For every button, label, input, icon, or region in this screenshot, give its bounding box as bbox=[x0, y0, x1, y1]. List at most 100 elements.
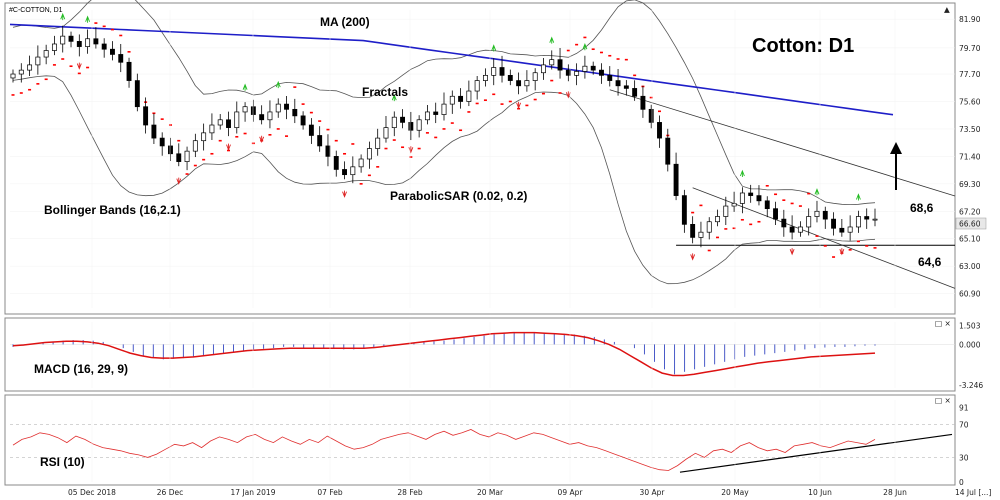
candle-body bbox=[342, 169, 347, 176]
fractal-down-arrow bbox=[76, 62, 82, 70]
psar-dot bbox=[533, 98, 537, 101]
psar-dot bbox=[583, 36, 587, 39]
candle-body bbox=[847, 226, 853, 233]
price-panel-menu-icon[interactable]: ▲ bbox=[944, 5, 950, 14]
fractal-up-arrow bbox=[582, 42, 588, 51]
candle-body bbox=[375, 137, 381, 149]
macd-tick-label: -3.246 bbox=[959, 381, 983, 390]
rsi-panel-controls-icon[interactable]: □ × bbox=[935, 396, 951, 405]
candle-body bbox=[126, 61, 132, 81]
psar-dot bbox=[28, 88, 32, 91]
candle-body bbox=[648, 108, 654, 123]
macd-indicator: 1.503 0.000 -3.246 bbox=[10, 322, 983, 390]
candle-body bbox=[855, 216, 861, 228]
psar-dot bbox=[475, 102, 479, 105]
ma200-line bbox=[9, 23, 894, 116]
candle-body bbox=[731, 203, 737, 207]
candle-body bbox=[839, 227, 845, 233]
psar-dot bbox=[318, 120, 322, 122]
candle-body bbox=[317, 135, 323, 147]
candle-body bbox=[524, 80, 530, 87]
bollinger-label: Bollinger Bands (16,2.1) bbox=[44, 203, 181, 217]
psar-dot bbox=[798, 205, 802, 207]
candle-body bbox=[391, 116, 397, 128]
x-tick-label: 28 Feb bbox=[397, 488, 422, 497]
bollinger-upper bbox=[12, 0, 876, 206]
psar-dot bbox=[152, 112, 156, 115]
psar-dot bbox=[500, 103, 504, 105]
x-tick-label: 26 Dec bbox=[157, 488, 183, 497]
candle-body bbox=[715, 216, 720, 223]
candle-body bbox=[358, 158, 364, 168]
psar-dot bbox=[434, 136, 438, 139]
psar-dot bbox=[608, 54, 612, 57]
x-tick-label: 28 Jun bbox=[883, 488, 907, 497]
x-tick-label: 14 Jul [...] bbox=[955, 488, 991, 497]
candle-body bbox=[814, 210, 820, 217]
up-arrow-head bbox=[890, 142, 902, 154]
rsi-tick-label: 91 bbox=[959, 403, 969, 412]
candle-body bbox=[773, 208, 778, 220]
fractal-down-arrow bbox=[690, 253, 696, 261]
candle-body bbox=[806, 216, 812, 228]
x-tick-label: 05 Dec 2018 bbox=[68, 488, 116, 497]
psar-dot bbox=[790, 202, 794, 205]
macd-tick-label: 1.503 bbox=[959, 322, 981, 331]
candle-body bbox=[68, 35, 74, 42]
psar-dot bbox=[865, 245, 869, 247]
candle-body bbox=[449, 95, 455, 105]
psar-dot bbox=[301, 103, 305, 105]
fractals-label: Fractals bbox=[362, 85, 408, 99]
current-price-label: 66.60 bbox=[959, 220, 981, 229]
psar-dot bbox=[119, 34, 123, 37]
price-tick-label: 81.90 bbox=[959, 15, 981, 24]
candle-body bbox=[76, 41, 82, 47]
psar-dot bbox=[492, 93, 496, 96]
candle-body bbox=[118, 54, 124, 63]
candle-body bbox=[85, 38, 91, 47]
candle-body bbox=[383, 127, 389, 139]
psar-dot bbox=[160, 118, 164, 120]
psar-dot bbox=[168, 124, 172, 126]
candle-body bbox=[582, 65, 588, 72]
psar-dot bbox=[558, 92, 562, 94]
candle-body bbox=[350, 166, 356, 176]
candle-body bbox=[665, 137, 671, 165]
candle-body bbox=[574, 71, 580, 76]
x-axis: 05 Dec 2018 26 Dec 17 Jan 2019 07 Feb 28 Feb… bbox=[68, 10, 991, 497]
candle-body bbox=[217, 119, 223, 126]
x-tick-label: 10 Jun bbox=[808, 488, 832, 497]
candle-body bbox=[739, 192, 745, 204]
price-tick-label: 65.10 bbox=[959, 235, 981, 244]
candle-body bbox=[789, 226, 795, 233]
psar-dot bbox=[815, 235, 819, 237]
psar-dot bbox=[110, 28, 114, 31]
fractal-up-arrow bbox=[491, 44, 497, 52]
candle-body bbox=[159, 137, 165, 147]
candle-body bbox=[51, 43, 57, 51]
fractal-down-arrow bbox=[226, 143, 231, 151]
psar-dot bbox=[326, 128, 330, 131]
candle-body bbox=[234, 111, 240, 128]
candle-body bbox=[27, 64, 33, 71]
candle-body bbox=[491, 67, 497, 76]
psar-dot bbox=[11, 94, 15, 96]
fractal-down-arrow bbox=[259, 135, 265, 143]
x-tick-label: 17 Jan 2019 bbox=[231, 488, 276, 497]
psar-dot bbox=[757, 220, 761, 223]
candle-body bbox=[60, 35, 66, 45]
bollinger-lower bbox=[12, 75, 876, 285]
macd-panel-controls-icon[interactable]: □ × bbox=[935, 319, 951, 328]
candle-body bbox=[366, 148, 372, 160]
candle-body bbox=[325, 145, 331, 157]
psar-dot bbox=[575, 43, 579, 46]
candle-body bbox=[242, 106, 248, 113]
candle-body bbox=[416, 119, 422, 131]
ma-label: MA (200) bbox=[320, 15, 370, 29]
psar-dot bbox=[384, 147, 388, 150]
candle-body bbox=[499, 67, 505, 76]
candle-body bbox=[831, 218, 837, 229]
x-tick-label: 30 Apr bbox=[640, 488, 666, 497]
ma200-path bbox=[9, 23, 894, 116]
candle-body bbox=[532, 72, 538, 81]
